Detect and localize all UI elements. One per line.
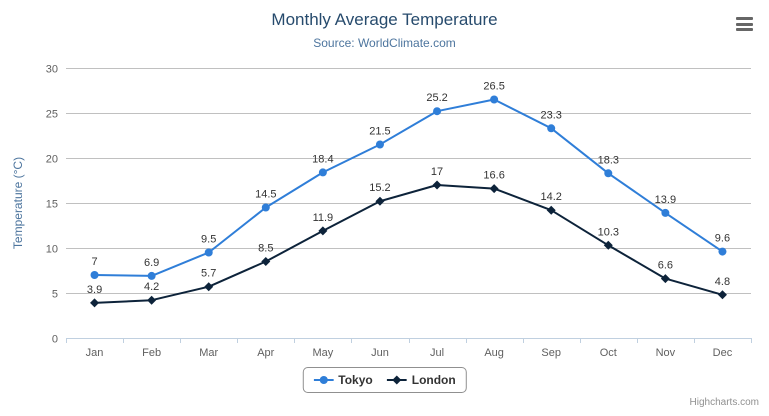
- data-point-london[interactable]: [660, 274, 670, 284]
- legend-label: Tokyo: [338, 373, 373, 387]
- x-axis-label: Apr: [257, 347, 274, 359]
- data-label: 14.2: [540, 191, 561, 203]
- data-point-london[interactable]: [375, 196, 385, 206]
- data-label: 3.9: [87, 284, 102, 296]
- data-point-london[interactable]: [546, 205, 556, 215]
- data-point-london[interactable]: [318, 226, 328, 236]
- data-label: 6.9: [144, 257, 159, 269]
- x-axis-label: Jun: [371, 347, 389, 359]
- y-axis-label: 30: [46, 64, 58, 76]
- x-axis-label: Dec: [713, 347, 733, 359]
- data-point-tokyo[interactable]: [204, 248, 213, 257]
- data-label: 23.3: [540, 109, 561, 121]
- data-label: 5.7: [201, 268, 216, 280]
- y-axis-label: 25: [46, 109, 58, 121]
- data-point-tokyo[interactable]: [604, 169, 613, 178]
- legend-label: London: [411, 373, 456, 387]
- series-line-tokyo: [94, 98, 724, 277]
- data-point-tokyo[interactable]: [718, 247, 727, 256]
- y-axis-label: 20: [46, 154, 58, 166]
- data-label: 18.3: [598, 154, 619, 166]
- data-label: 7: [91, 256, 97, 268]
- data-label: 13.9: [655, 194, 676, 206]
- export-menu-button[interactable]: [731, 12, 757, 36]
- data-point-london[interactable]: [717, 290, 727, 300]
- x-axis-label: Nov: [656, 347, 676, 359]
- legend-marker-diamond-icon: [386, 375, 407, 385]
- legend: Tokyo London: [302, 367, 467, 393]
- data-point-tokyo[interactable]: [90, 271, 99, 279]
- data-label: 10.3: [598, 226, 619, 238]
- x-axis-label: Feb: [142, 347, 161, 359]
- legend-item-tokyo[interactable]: Tokyo: [313, 373, 373, 387]
- y-axis-label: 10: [46, 244, 58, 256]
- data-label: 16.6: [483, 170, 504, 182]
- credits-link[interactable]: Highcharts.com: [689, 397, 759, 408]
- data-point-london[interactable]: [432, 180, 442, 190]
- data-label: 8.5: [258, 243, 273, 255]
- data-point-tokyo[interactable]: [433, 107, 442, 116]
- data-point-tokyo[interactable]: [547, 124, 556, 133]
- data-label: 21.5: [369, 126, 390, 138]
- data-point-london[interactable]: [261, 257, 271, 266]
- data-point-london[interactable]: [204, 282, 214, 292]
- data-label: 17: [431, 166, 443, 178]
- y-axis-label: 5: [52, 289, 58, 301]
- chart-subtitle: Source: WorldClimate.com: [313, 36, 456, 50]
- data-point-tokyo[interactable]: [661, 208, 670, 217]
- data-point-tokyo[interactable]: [261, 203, 270, 212]
- data-label: 4.2: [144, 281, 159, 293]
- data-label: 25.2: [426, 92, 447, 104]
- data-point-london[interactable]: [147, 295, 157, 305]
- legend-item-london[interactable]: London: [386, 373, 456, 387]
- x-axis-label: Mar: [199, 347, 218, 359]
- data-point-london[interactable]: [489, 184, 499, 194]
- data-label: 9.5: [201, 234, 216, 246]
- data-point-tokyo[interactable]: [318, 168, 327, 177]
- data-label: 26.5: [483, 81, 504, 93]
- x-axis-label: Jul: [430, 347, 444, 359]
- series-line-london: [94, 184, 723, 304]
- x-axis-label: May: [312, 347, 333, 359]
- data-label: 11.9: [313, 212, 334, 224]
- x-axis-label: Jan: [86, 347, 104, 359]
- data-label: 18.4: [312, 153, 333, 165]
- data-point-london[interactable]: [90, 298, 100, 308]
- hamburger-icon: [735, 22, 753, 26]
- chart-title: Monthly Average Temperature: [271, 10, 498, 29]
- data-point-tokyo[interactable]: [147, 271, 156, 280]
- data-point-london[interactable]: [603, 240, 613, 250]
- data-point-tokyo[interactable]: [375, 140, 384, 149]
- data-label: 14.5: [255, 189, 276, 201]
- data-point-tokyo[interactable]: [490, 95, 499, 104]
- x-axis-label: Oct: [600, 347, 617, 359]
- y-axis-label: 0: [52, 334, 58, 346]
- hamburger-icon: [735, 28, 753, 31]
- data-label: 4.8: [715, 276, 730, 288]
- y-axis-label: 15: [46, 199, 58, 211]
- data-label: 9.6: [715, 233, 730, 245]
- x-axis-label: Sep: [541, 347, 561, 359]
- data-label: 6.6: [658, 260, 673, 272]
- data-label: 15.2: [369, 182, 390, 194]
- x-axis-label: Aug: [484, 347, 504, 359]
- hamburger-icon: [735, 17, 753, 20]
- legend-marker-circle-icon: [313, 376, 334, 384]
